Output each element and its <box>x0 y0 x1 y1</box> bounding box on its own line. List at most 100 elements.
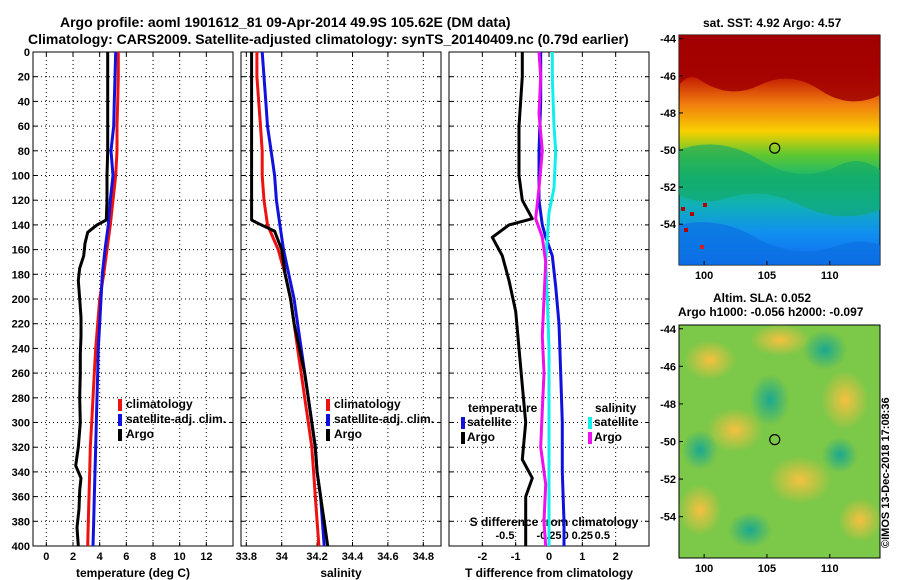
y-tick-label: 200 <box>12 294 30 306</box>
lon-tick-label: 105 <box>758 563 776 575</box>
x-tick-label: 34.6 <box>377 551 398 563</box>
y-tick-label: 80 <box>18 146 30 158</box>
lat-tick-label: -48 <box>660 399 676 411</box>
lat-tick-label: -54 <box>660 219 677 231</box>
series-argo <box>74 52 110 547</box>
legend-label: climatology <box>126 397 193 411</box>
x-tick-label: 2 <box>613 551 619 563</box>
top-tick-label: 0.25 <box>572 530 593 542</box>
x-tick-label: -1 <box>511 551 521 563</box>
temperature-panel: 0204060801001201401601802002202402602803… <box>12 47 234 580</box>
y-tick-label: 220 <box>12 319 30 331</box>
x-tick-label: 0 <box>43 551 49 563</box>
legend-label: Argo <box>594 430 622 444</box>
legend-label: Argo <box>467 430 495 444</box>
y-tick-label: 0 <box>24 47 30 59</box>
x-tick-label: 12 <box>200 551 212 563</box>
x-tick-label: 0 <box>546 551 552 563</box>
legend-label: Argo <box>126 427 154 441</box>
y-tick-label: 20 <box>18 72 30 84</box>
legend-label: satellite <box>594 415 639 429</box>
legend-label: climatology <box>334 397 401 411</box>
legend-swatch <box>461 432 465 444</box>
y-tick-label: 160 <box>12 245 30 257</box>
lat-tick-label: -48 <box>660 108 676 120</box>
title-line-2: Climatology: CARS2009. Satellite-adjuste… <box>28 31 629 47</box>
series-temperature-argo <box>490 52 534 546</box>
lat-tick-label: -54 <box>660 512 677 524</box>
y-tick-label: 40 <box>18 96 30 108</box>
y-tick-label: 280 <box>12 393 30 405</box>
lat-tick-label: -52 <box>660 182 676 194</box>
series-temperature-satellite <box>537 52 566 546</box>
legend-swatch <box>326 399 330 411</box>
top-tick-label: 0.5 <box>595 530 610 542</box>
legend-swatch <box>588 417 592 429</box>
y-tick-label: 320 <box>12 442 30 454</box>
salinity-panel: 33.8 34 34.2 34.4 34.6 34.8 salinity climatolog… <box>236 51 442 580</box>
y-tick-label: 140 <box>12 220 30 232</box>
y-tick-label: 340 <box>12 467 30 479</box>
x-tick-label: 34.8 <box>413 551 434 563</box>
legend-swatch <box>118 414 122 426</box>
lat-tick-label: -44 <box>660 34 677 46</box>
legend-swatch <box>588 432 592 444</box>
legend-swatch <box>326 414 330 426</box>
legend-label: satellite <box>467 415 512 429</box>
series-satellite-adj-clim- <box>91 51 118 547</box>
lat-tick-label: -46 <box>660 71 676 83</box>
legend-heading-temperature: temperature <box>468 401 538 415</box>
x-axis-label: salinity <box>320 566 362 580</box>
sst-map-axes: -44 -46 -48 -50 -52 -54 100 105 110 <box>660 34 839 282</box>
x-tick-label: 6 <box>123 551 129 563</box>
top-axis-label: S difference from climatology <box>470 515 639 529</box>
y-tick-label: 100 <box>12 171 30 183</box>
imos-credit: ©IMOS 13-Dec-2018 17:08:36 <box>880 397 892 548</box>
argo-position-marker <box>769 142 781 154</box>
lon-tick-label: 100 <box>695 563 713 575</box>
sla-map-title-1: Altim. SLA: 0.052 <box>713 291 811 305</box>
lon-tick-label: 110 <box>821 563 839 575</box>
legend-swatch <box>118 429 122 441</box>
lat-tick-label: -46 <box>660 361 676 373</box>
y-tick-label: 400 <box>12 541 30 553</box>
y-tick-label: 60 <box>18 121 30 133</box>
top-tick-label: 0 <box>563 530 569 542</box>
sst-map: sat. SST: 4.92 Argo: 4.57 <box>678 16 881 266</box>
y-tick-label: 300 <box>12 418 30 430</box>
title-line-1: Argo profile: aoml 1901612_81 09-Apr-201… <box>60 14 511 30</box>
sla-map: Altim. SLA: 0.052 Argo h1000: -0.056 h20… <box>678 291 882 559</box>
lat-tick-label: -52 <box>660 474 676 486</box>
series-salinity-satellite <box>544 52 558 546</box>
x-tick-label: 34 <box>276 551 289 563</box>
y-tick-label: 240 <box>12 343 30 355</box>
y-tick-label: 120 <box>12 195 30 207</box>
x-tick-label: -2 <box>477 551 487 563</box>
legend-swatch <box>118 399 122 411</box>
lon-tick-label: 110 <box>821 270 839 282</box>
legend-swatch <box>326 429 330 441</box>
legend-swatch <box>461 417 465 429</box>
sla-map-title-2: Argo h1000: -0.056 h2000: -0.097 <box>678 305 864 319</box>
x-tick-label: 10 <box>174 551 186 563</box>
lon-tick-label: 100 <box>695 270 713 282</box>
x-tick-label: 33.8 <box>236 551 257 563</box>
series-salinity-argo <box>534 51 548 547</box>
legend-label: Argo <box>334 427 362 441</box>
x-tick-label: 34.2 <box>306 551 327 563</box>
x-axis-label: T difference from climatology <box>465 566 633 580</box>
x-axis-label: temperature (deg C) <box>76 566 190 580</box>
sst-map-title: sat. SST: 4.92 Argo: 4.57 <box>703 16 842 30</box>
x-tick-label: 2 <box>70 551 76 563</box>
legend-label: satellite-adj. clim. <box>126 412 226 426</box>
x-tick-label: 8 <box>150 551 156 563</box>
y-tick-label: 260 <box>12 368 30 380</box>
y-tick-label: 180 <box>12 269 30 281</box>
argo-position-marker <box>769 434 781 446</box>
lat-tick-label: -50 <box>660 145 676 157</box>
lon-tick-label: 105 <box>758 270 776 282</box>
y-tick-label: 380 <box>12 516 30 528</box>
x-tick-label: 34.4 <box>342 551 364 563</box>
